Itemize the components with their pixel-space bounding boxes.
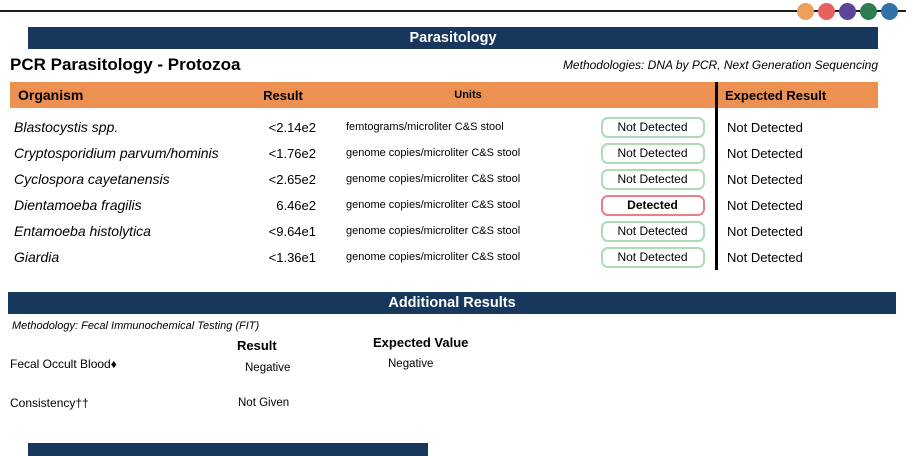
top-divider-line bbox=[0, 10, 906, 12]
units-label: genome copies/microliter C&S stool bbox=[346, 225, 521, 237]
table-row: Dientamoeba fragilis 6.46e2 genome copie… bbox=[10, 192, 878, 218]
expected-result: Not Detected bbox=[727, 223, 803, 239]
table-row: Entamoeba histolytica <9.64e1 genome cop… bbox=[10, 218, 878, 244]
organism-name: Cyclospora cayetanensis bbox=[14, 171, 170, 187]
section-title: PCR Parasitology - Protozoa bbox=[10, 55, 241, 74]
status-badge: Not Detected bbox=[600, 220, 705, 242]
col-header-units: Units bbox=[454, 89, 482, 101]
units-label: femtograms/microliter C&S stool bbox=[346, 121, 504, 133]
result-value: <2.65e2 bbox=[268, 171, 316, 187]
table-body: Blastocystis spp. <2.14e2 femtograms/mic… bbox=[10, 114, 878, 270]
expected-result: Not Detected bbox=[727, 119, 803, 135]
status-badge: Not Detected bbox=[600, 246, 705, 268]
status-badge-cell: Not Detected bbox=[590, 142, 715, 164]
dot-purple-icon bbox=[839, 3, 856, 20]
status-badge-cell: Not Detected bbox=[590, 220, 715, 242]
table-row: Blastocystis spp. <2.14e2 femtograms/mic… bbox=[10, 114, 878, 140]
organism-name: Giardia bbox=[14, 249, 60, 265]
methodologies-note: Methodologies: DNA by PCR, Next Generati… bbox=[562, 58, 878, 72]
status-badge-cell: Not Detected bbox=[590, 116, 715, 138]
status-badge: Not Detected bbox=[600, 168, 705, 190]
additional-col-header-result: Result bbox=[237, 338, 277, 353]
status-badge-cell: Not Detected bbox=[590, 168, 715, 190]
status-badge: Not Detected bbox=[600, 142, 705, 164]
organism-name: Dientamoeba fragilis bbox=[14, 197, 142, 213]
dot-blue-icon bbox=[881, 3, 898, 20]
next-section-banner-partial bbox=[28, 443, 428, 456]
result-value: <2.14e2 bbox=[268, 119, 316, 135]
expected-result: Not Detected bbox=[727, 171, 803, 187]
expected-result: Not Detected bbox=[727, 197, 803, 213]
dot-orange-icon bbox=[797, 3, 814, 20]
fit-methodology-note: Methodology: Fecal Immunochemical Testin… bbox=[12, 320, 260, 332]
protozoa-table: Organism Result Units Expected Result Bl… bbox=[10, 82, 878, 268]
consistency-result: Not Given bbox=[238, 397, 290, 409]
consistency-label: Consistency†† bbox=[10, 396, 89, 410]
table-row: Cyclospora cayetanensis <2.65e2 genome c… bbox=[10, 166, 878, 192]
additional-col-header-expected: Expected Value bbox=[373, 335, 469, 350]
col-header-result: Result bbox=[263, 87, 303, 103]
result-value: <1.76e2 bbox=[268, 145, 316, 161]
dot-green-icon bbox=[860, 3, 877, 20]
additional-results-banner: Additional Results bbox=[8, 292, 896, 314]
table-header-row: Organism Result Units Expected Result bbox=[10, 82, 878, 108]
fecal-occult-blood-expected: Negative bbox=[388, 358, 434, 370]
units-label: genome copies/microliter C&S stool bbox=[346, 199, 521, 211]
expected-column-divider bbox=[715, 82, 718, 270]
result-value: <1.36e1 bbox=[268, 249, 316, 265]
expected-result: Not Detected bbox=[727, 145, 803, 161]
units-label: genome copies/microliter C&S stool bbox=[346, 173, 521, 185]
units-label: genome copies/microliter C&S stool bbox=[346, 251, 521, 263]
units-label: genome copies/microliter C&S stool bbox=[346, 147, 521, 159]
parasitology-banner: Parasitology bbox=[28, 27, 878, 49]
status-badge-cell: Detected bbox=[590, 194, 715, 216]
fecal-occult-blood-result: Negative bbox=[245, 362, 291, 374]
table-row: Giardia <1.36e1 genome copies/microliter… bbox=[10, 244, 878, 270]
col-header-expected: Expected Result bbox=[725, 87, 827, 103]
col-header-organism: Organism bbox=[18, 87, 84, 103]
organism-name: Cryptosporidium parvum/hominis bbox=[14, 145, 219, 161]
result-value: 6.46e2 bbox=[276, 197, 316, 213]
expected-result: Not Detected bbox=[727, 249, 803, 265]
fecal-occult-blood-label: Fecal Occult Blood♦ bbox=[10, 357, 117, 371]
status-badge: Not Detected bbox=[600, 116, 705, 138]
status-badge-cell: Not Detected bbox=[590, 246, 715, 268]
table-row: Cryptosporidium parvum/hominis <1.76e2 g… bbox=[10, 140, 878, 166]
dot-red-icon bbox=[818, 3, 835, 20]
decor-dots bbox=[797, 3, 898, 20]
organism-name: Entamoeba histolytica bbox=[14, 223, 151, 239]
status-badge-detected: Detected bbox=[600, 194, 705, 216]
organism-name: Blastocystis spp. bbox=[14, 119, 119, 135]
result-value: <9.64e1 bbox=[268, 223, 316, 239]
